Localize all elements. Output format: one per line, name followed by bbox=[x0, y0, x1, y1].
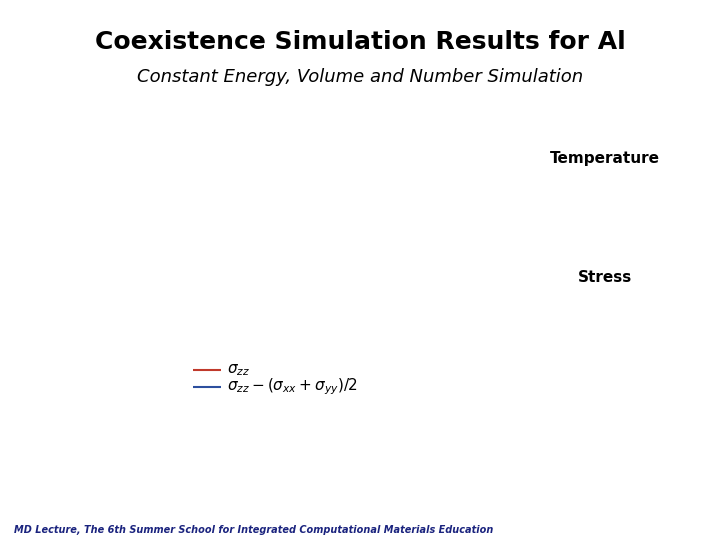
Text: $\sigma_{zz}$: $\sigma_{zz}$ bbox=[227, 362, 250, 378]
Text: Stress: Stress bbox=[577, 270, 632, 285]
Text: Coexistence Simulation Results for Al: Coexistence Simulation Results for Al bbox=[94, 30, 626, 53]
Text: $\sigma_{zz} - (\sigma_{xx}+\sigma_{yy})/2$: $\sigma_{zz} - (\sigma_{xx}+\sigma_{yy})… bbox=[227, 377, 358, 397]
Text: Temperature: Temperature bbox=[550, 151, 660, 166]
Text: MD Lecture, The 6th Summer School for Integrated Computational Materials Educati: MD Lecture, The 6th Summer School for In… bbox=[14, 524, 494, 535]
Text: Constant Energy, Volume and Number Simulation: Constant Energy, Volume and Number Simul… bbox=[137, 68, 583, 85]
